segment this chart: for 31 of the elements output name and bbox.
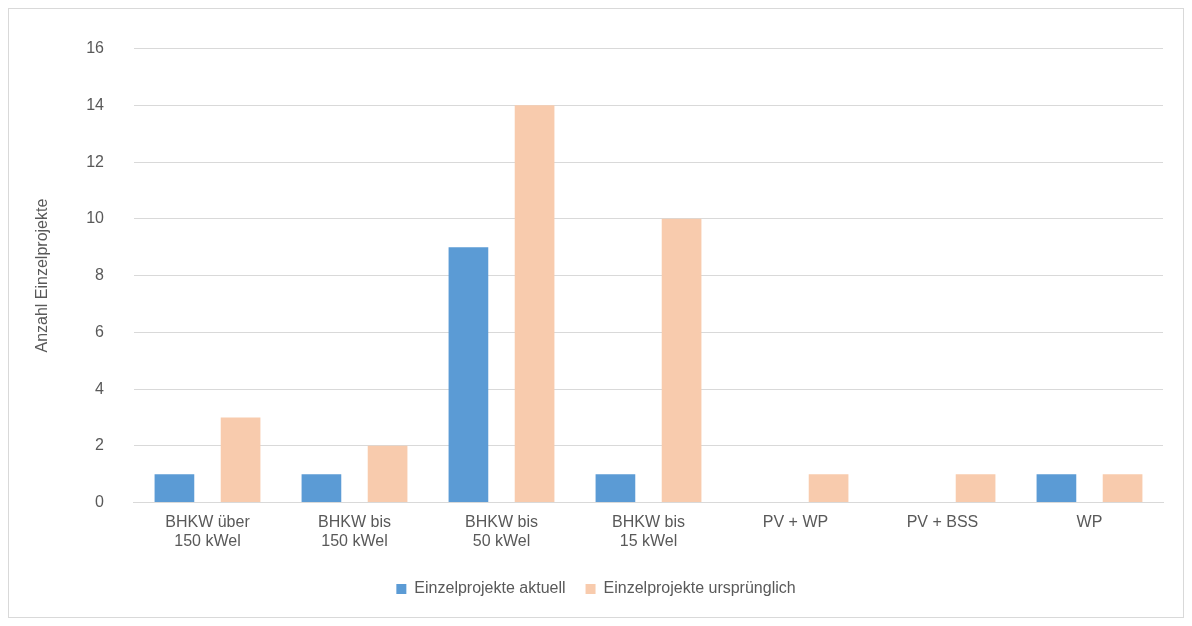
y-tick-label: 8	[95, 266, 105, 284]
x-tick-label: WP	[1076, 512, 1103, 530]
legend-label: Einzelprojekte ursprünglich	[603, 579, 796, 597]
x-tick-label: BHKW bis 50 kWel	[465, 512, 538, 549]
bar	[448, 247, 489, 503]
bar	[595, 474, 636, 503]
bar	[1036, 474, 1077, 503]
bar	[514, 105, 555, 503]
x-tick-label: BHKW bis 150 kWel	[318, 512, 391, 549]
y-tick-label: 16	[86, 39, 105, 57]
y-tick-label: 2	[95, 436, 105, 454]
x-tick-label: PV + WP	[762, 512, 829, 530]
bar	[661, 218, 702, 503]
x-tick-label: BHKW bis 15 kWel	[612, 512, 685, 549]
legend-label: Einzelprojekte aktuell	[414, 579, 566, 597]
y-tick-label: 12	[86, 152, 105, 170]
y-tick-label: 4	[95, 379, 105, 397]
y-tick-label: 10	[86, 209, 105, 227]
y-tick-label: 0	[95, 493, 105, 511]
bar	[808, 474, 849, 503]
bar	[955, 474, 996, 503]
x-tick-label: BHKW über 150 kWel	[165, 512, 251, 549]
bar	[367, 445, 408, 503]
bar	[301, 474, 342, 503]
y-axis-title: Anzahl Einzelprojekte	[33, 198, 51, 353]
bar	[220, 417, 261, 503]
y-tick-label: 14	[86, 95, 105, 113]
bar	[154, 474, 195, 503]
y-tick-label: 6	[95, 322, 105, 340]
bar	[1102, 474, 1143, 503]
x-tick-label: PV + BSS	[906, 512, 979, 530]
